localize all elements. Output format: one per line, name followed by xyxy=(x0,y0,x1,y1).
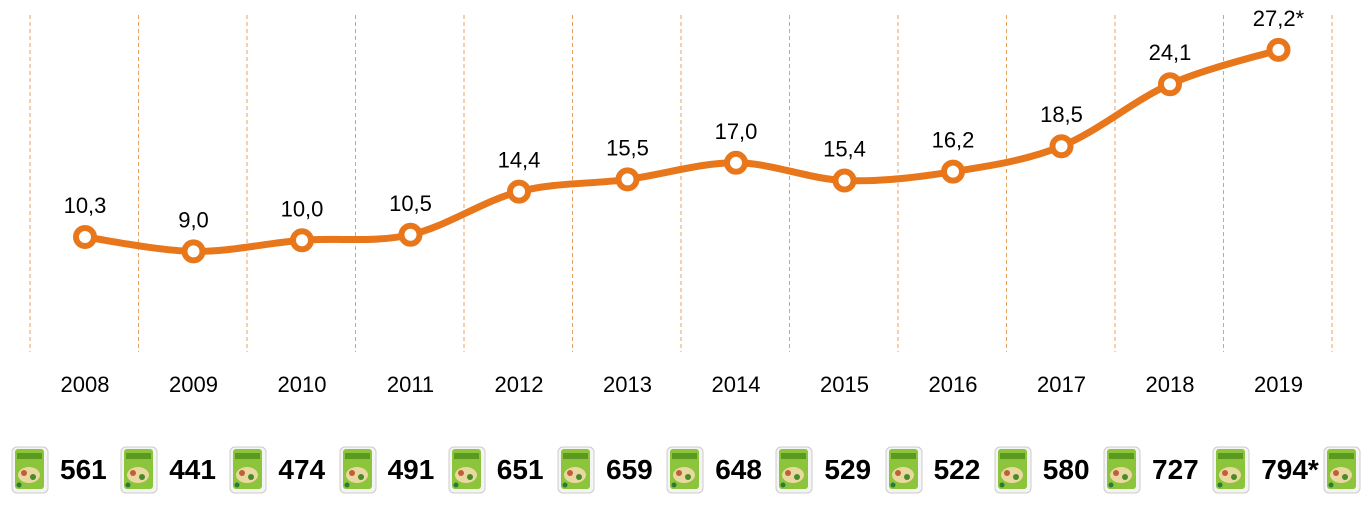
data-point-2013 xyxy=(615,167,640,192)
x-tick-label: 2011 xyxy=(387,372,434,397)
package-value: 561 xyxy=(60,454,107,485)
noodle-package-icon xyxy=(338,443,378,497)
noodle-package-icon xyxy=(1322,443,1362,497)
noodle-package-icon xyxy=(119,443,159,497)
data-label: 16,2 xyxy=(932,128,975,153)
noodle-package-icon xyxy=(665,443,705,497)
x-tick-label: 2013 xyxy=(603,372,652,397)
data-label: 10,3 xyxy=(64,193,107,218)
data-point-2008 xyxy=(73,224,97,249)
noodle-package-icon xyxy=(1211,443,1251,497)
x-tick-label: 2019 xyxy=(1254,372,1303,397)
line-chart: 10,3 2008 9,0 2009 10,0 2010 10,5 2011 14,4 2012 1… xyxy=(29,6,1333,397)
data-label: 17,0 xyxy=(715,119,758,144)
x-tick-label: 2010 xyxy=(278,372,327,397)
data-label: 10,0 xyxy=(281,196,324,221)
package-value: 651 xyxy=(496,454,544,485)
data-label: 24,1 xyxy=(1149,40,1192,65)
package-value: 491 xyxy=(387,454,435,485)
data-label: 15,5 xyxy=(606,135,649,160)
package-value: 441 xyxy=(169,454,216,485)
data-point-2017 xyxy=(1049,134,1074,159)
data-label: 27,2* xyxy=(1253,6,1305,31)
data-point-2009 xyxy=(181,239,206,264)
data-label: 10,5 xyxy=(389,191,432,216)
data-label: 15,4 xyxy=(823,137,866,162)
noodle-package-icon xyxy=(228,443,268,497)
x-tick-label: 2015 xyxy=(820,372,869,397)
data-point-2018 xyxy=(1158,72,1182,97)
x-tick-label: 2014 xyxy=(712,372,761,397)
x-tick-label: 2017 xyxy=(1037,372,1086,397)
data-point-2011 xyxy=(398,222,423,247)
noodle-package-icon xyxy=(884,443,924,497)
noodle-package-icon xyxy=(10,443,50,497)
noodle-package-icon xyxy=(1102,443,1142,497)
data-point-2016 xyxy=(941,159,965,184)
data-point-2014 xyxy=(724,150,748,175)
noodle-package-icon xyxy=(447,443,487,497)
data-point-2012 xyxy=(507,179,531,204)
data-point-2015 xyxy=(832,168,857,193)
package-value: 522 xyxy=(933,454,981,485)
package-value: 794* xyxy=(1261,454,1319,485)
noodle-package-icon xyxy=(774,443,814,497)
noodle-package-icon xyxy=(993,443,1033,497)
data-point-2019 xyxy=(1266,37,1291,62)
data-label: 9,0 xyxy=(178,207,209,232)
x-tick-label: 2009 xyxy=(169,372,218,397)
x-tick-label: 2012 xyxy=(495,372,544,397)
x-tick-label: 2018 xyxy=(1146,372,1195,397)
package-value: 648 xyxy=(715,454,762,485)
package-value: 659 xyxy=(606,454,653,485)
noodle-package-icon xyxy=(556,443,596,497)
series-line xyxy=(81,46,1282,255)
package-value: 727 xyxy=(1152,454,1199,485)
data-label: 14,4 xyxy=(498,148,541,173)
x-tick-label: 2008 xyxy=(61,372,110,397)
package-value: 529 xyxy=(824,454,872,485)
package-value: 474 xyxy=(278,454,326,485)
package-value: 580 xyxy=(1042,454,1090,485)
x-tick-label: 2016 xyxy=(929,372,978,397)
data-point-2010 xyxy=(290,228,314,253)
data-label: 18,5 xyxy=(1040,102,1083,127)
